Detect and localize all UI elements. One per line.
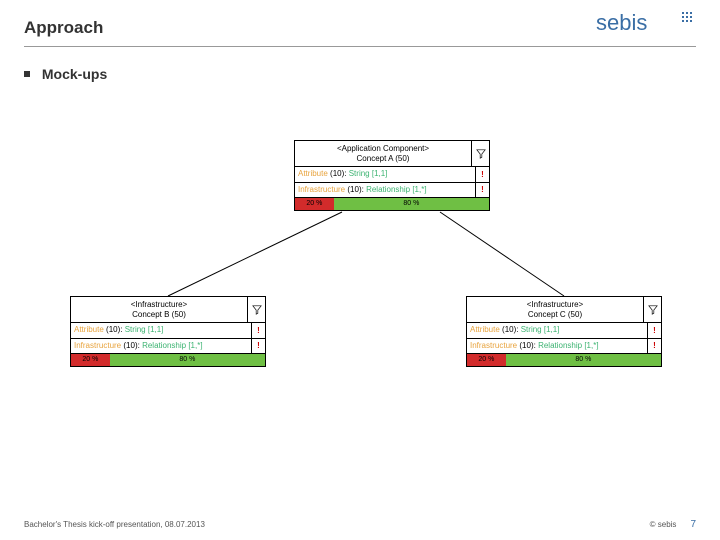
footer-left: Bachelor's Thesis kick-off presentation,…	[24, 520, 205, 529]
bar-red: 20 %	[295, 198, 334, 210]
alert-icon[interactable]: !	[647, 323, 661, 337]
footer: Bachelor's Thesis kick-off presentation,…	[24, 519, 696, 530]
node-header-text: <Application Component> Concept A (50)	[295, 141, 471, 166]
alert-icon[interactable]: !	[251, 339, 265, 353]
row-type: String [1,1]	[521, 325, 560, 334]
progress-bar: 20 % 80 %	[467, 354, 661, 366]
page-number: 7	[690, 519, 696, 530]
node-stereotype: <Infrastructure>	[131, 300, 187, 309]
row-count: (10):	[123, 341, 139, 350]
progress-bar: 20 % 80 %	[71, 354, 265, 366]
node-title: Concept A (50)	[357, 154, 410, 163]
node-header: <Infrastructure> Concept C (50)	[467, 297, 661, 323]
row-label: Infrastructure	[74, 341, 121, 350]
row-type: Relationship [1,*]	[538, 341, 598, 350]
diagram: <Application Component> Concept A (50) A…	[0, 0, 720, 540]
footer-brand: © sebis	[650, 520, 677, 529]
row-text: Infrastructure (10): Relationship [1,*]	[71, 339, 251, 353]
row-text: Attribute (10): String [1,1]	[295, 167, 475, 181]
node-row: Infrastructure (10): Relationship [1,*] …	[295, 183, 489, 198]
row-count: (10):	[347, 185, 363, 194]
node-header: <Application Component> Concept A (50)	[295, 141, 489, 167]
row-text: Attribute (10): String [1,1]	[71, 323, 251, 337]
row-text: Infrastructure (10): Relationship [1,*]	[467, 339, 647, 353]
node-application-component: <Application Component> Concept A (50) A…	[294, 140, 490, 211]
bar-green: 80 %	[110, 354, 265, 366]
node-row: Infrastructure (10): Relationship [1,*] …	[71, 339, 265, 354]
bar-red: 20 %	[467, 354, 506, 366]
node-title: Concept B (50)	[132, 310, 186, 319]
row-type: Relationship [1,*]	[142, 341, 202, 350]
filter-icon[interactable]	[643, 297, 661, 322]
bar-green: 80 %	[334, 198, 489, 210]
node-header-text: <Infrastructure> Concept B (50)	[71, 297, 247, 322]
alert-icon[interactable]: !	[647, 339, 661, 353]
edges-layer	[0, 0, 720, 540]
alert-icon[interactable]: !	[475, 183, 489, 197]
row-count: (10):	[106, 325, 122, 334]
row-label: Attribute	[470, 325, 500, 334]
filter-icon[interactable]	[247, 297, 265, 322]
node-header-text: <Infrastructure> Concept C (50)	[467, 297, 643, 322]
alert-icon[interactable]: !	[251, 323, 265, 337]
node-row: Attribute (10): String [1,1] !	[71, 323, 265, 338]
node-infrastructure-c: <Infrastructure> Concept C (50) Attribut…	[466, 296, 662, 367]
bar-green: 80 %	[506, 354, 661, 366]
filter-icon[interactable]	[471, 141, 489, 166]
row-text: Attribute (10): String [1,1]	[467, 323, 647, 337]
edge	[440, 212, 564, 296]
row-label: Infrastructure	[470, 341, 517, 350]
row-type: Relationship [1,*]	[366, 185, 426, 194]
progress-bar: 20 % 80 %	[295, 198, 489, 210]
row-count: (10):	[330, 169, 346, 178]
row-text: Infrastructure (10): Relationship [1,*]	[295, 183, 475, 197]
alert-icon[interactable]: !	[475, 167, 489, 181]
node-infrastructure-b: <Infrastructure> Concept B (50) Attribut…	[70, 296, 266, 367]
bar-red: 20 %	[71, 354, 110, 366]
node-row: Attribute (10): String [1,1] !	[295, 167, 489, 182]
row-count: (10):	[502, 325, 518, 334]
node-stereotype: <Infrastructure>	[527, 300, 583, 309]
node-stereotype: <Application Component>	[337, 144, 429, 153]
node-header: <Infrastructure> Concept B (50)	[71, 297, 265, 323]
edge	[168, 212, 342, 296]
row-label: Infrastructure	[298, 185, 345, 194]
row-label: Attribute	[298, 169, 328, 178]
node-row: Attribute (10): String [1,1] !	[467, 323, 661, 338]
node-row: Infrastructure (10): Relationship [1,*] …	[467, 339, 661, 354]
row-count: (10):	[519, 341, 535, 350]
node-title: Concept C (50)	[528, 310, 582, 319]
row-type: String [1,1]	[125, 325, 164, 334]
row-label: Attribute	[74, 325, 104, 334]
row-type: String [1,1]	[349, 169, 388, 178]
